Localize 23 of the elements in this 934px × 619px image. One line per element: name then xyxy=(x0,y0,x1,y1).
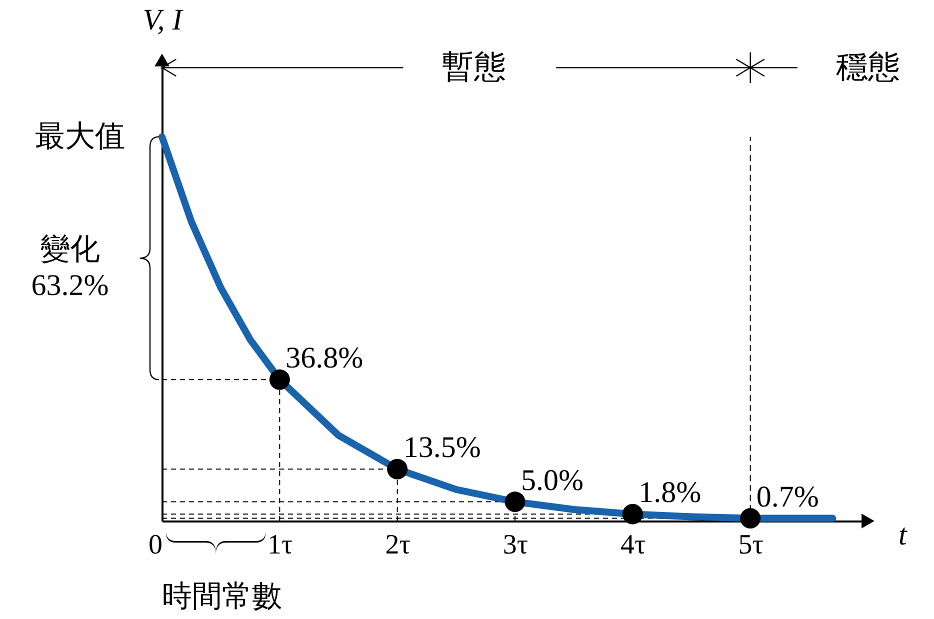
x-tick-label: 1τ xyxy=(268,530,293,560)
point xyxy=(387,458,408,480)
data-label: 1.8% xyxy=(638,476,702,510)
y-axis-title: V, I xyxy=(142,4,184,36)
x-axis-title: t xyxy=(898,518,908,552)
data-label: 36.8% xyxy=(286,342,364,375)
x-tick-label: 4τ xyxy=(620,530,646,560)
point xyxy=(622,504,643,524)
point xyxy=(269,369,290,390)
x-tick-label: 5τ xyxy=(738,530,764,560)
text: 暫態 xyxy=(442,48,506,85)
data-label: 13.5% xyxy=(403,431,481,464)
point xyxy=(740,508,761,529)
text: 最大值 xyxy=(35,120,125,153)
text: 穩態 xyxy=(836,48,900,85)
data-label: 5.0% xyxy=(521,464,584,497)
text: 變化 63.2% xyxy=(31,233,109,302)
x-tick-label: 3τ xyxy=(502,530,528,560)
text: 時間常數 xyxy=(162,580,282,613)
data-label: 0.7% xyxy=(756,480,819,514)
x-tick-label: 0 xyxy=(148,530,162,560)
point xyxy=(504,492,526,512)
x-tick-label: 2τ xyxy=(385,530,410,560)
